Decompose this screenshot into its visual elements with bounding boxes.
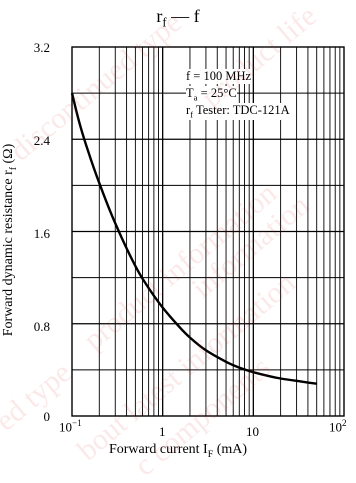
plot-frame xyxy=(71,46,345,417)
xlabel-subscript: F xyxy=(207,448,214,460)
chart-plot xyxy=(70,46,345,417)
x-axis-label: Forward current IF (mA) xyxy=(0,442,356,460)
y-tick-label: 3.2 xyxy=(33,40,50,55)
note-frequency-text: f = 100 MHz xyxy=(186,69,252,83)
note-temperature: Ta = 25°C xyxy=(186,86,237,103)
x-tick-label: 10−1 xyxy=(59,418,82,435)
note-tester: rf Tester: TDC-121A xyxy=(186,103,290,120)
x-tick-label: 1 xyxy=(159,424,166,439)
note-temperature-pre: T xyxy=(186,86,194,100)
chart-title: rf — f xyxy=(0,6,356,31)
x-tick-label: 10 xyxy=(246,424,259,439)
title-subscript: f xyxy=(162,15,167,30)
y-tick-label: 0.8 xyxy=(33,319,50,334)
ylabel-subscript: f xyxy=(7,166,19,171)
note-tester-post: Tester: TDC-121A xyxy=(193,103,290,117)
x-tick-label: 102 xyxy=(329,418,347,435)
note-temperature-sub: a xyxy=(193,92,198,103)
note-frequency: f = 100 MHz xyxy=(186,69,252,84)
ylabel-main: Forward dynamic resistance r xyxy=(1,170,17,337)
ylabel-unit: (Ω) xyxy=(1,143,17,167)
title-suffix: — f xyxy=(166,6,200,26)
y-axis-label: Forward dynamic resistance rf (Ω) xyxy=(1,144,19,337)
xlabel-unit: (mA) xyxy=(213,442,248,457)
note-tester-pre: r xyxy=(186,103,191,117)
note-temperature-post: = 25°C xyxy=(197,86,237,100)
rf-curve-line xyxy=(70,92,317,385)
y-tick-label: 1.6 xyxy=(33,226,50,241)
note-tester-sub: f xyxy=(190,109,194,120)
y-tick-label: 0 xyxy=(43,409,51,424)
title-main: r xyxy=(156,6,163,26)
xlabel-main: Forward current I xyxy=(108,442,208,457)
y-tick-label: 2.4 xyxy=(33,133,50,148)
